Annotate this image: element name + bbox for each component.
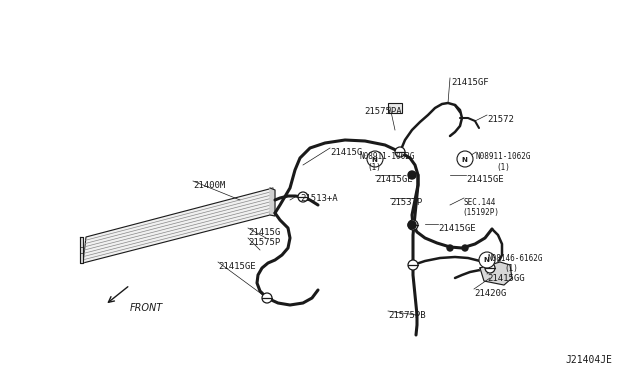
Text: 21415G: 21415G: [248, 228, 280, 237]
Circle shape: [479, 252, 495, 268]
Text: N08911-1062G: N08911-1062G: [476, 152, 531, 161]
Circle shape: [262, 293, 272, 303]
Polygon shape: [480, 262, 512, 285]
Text: 21420G: 21420G: [474, 289, 506, 298]
Text: (1): (1): [496, 163, 510, 172]
Polygon shape: [83, 188, 273, 263]
Text: SEC.144: SEC.144: [464, 198, 497, 207]
Circle shape: [367, 151, 383, 167]
Circle shape: [298, 192, 308, 202]
Text: N: N: [371, 157, 377, 163]
Text: 21415GE: 21415GE: [218, 262, 255, 271]
Text: 21415GF: 21415GF: [451, 78, 488, 87]
Text: 21400M: 21400M: [193, 181, 225, 190]
Polygon shape: [80, 237, 83, 263]
Text: N: N: [483, 257, 489, 263]
Text: FRONT: FRONT: [130, 303, 163, 313]
Text: 21575P: 21575P: [248, 238, 280, 247]
Text: 21575PA: 21575PA: [364, 107, 402, 116]
Polygon shape: [270, 188, 275, 216]
Text: (1): (1): [367, 163, 381, 172]
Text: 21415GE: 21415GE: [375, 175, 413, 184]
Circle shape: [485, 263, 495, 273]
Text: 21575PB: 21575PB: [388, 311, 426, 320]
Circle shape: [395, 147, 405, 157]
Text: (1): (1): [504, 264, 518, 273]
Text: 21415GE: 21415GE: [466, 175, 504, 184]
Circle shape: [457, 151, 473, 167]
Circle shape: [408, 171, 416, 179]
Text: (15192P): (15192P): [462, 208, 499, 217]
Text: N08146-6162G: N08146-6162G: [487, 254, 543, 263]
Text: N08911-1062G: N08911-1062G: [360, 152, 415, 161]
Text: N: N: [461, 157, 467, 163]
Text: 21572: 21572: [487, 115, 514, 124]
Bar: [388, 103, 402, 113]
Circle shape: [408, 221, 416, 229]
Text: 21415G: 21415G: [330, 148, 362, 157]
Text: 21513+A: 21513+A: [300, 194, 338, 203]
Circle shape: [408, 260, 418, 270]
Text: 21415GG: 21415GG: [487, 274, 525, 283]
Circle shape: [462, 245, 468, 251]
Circle shape: [447, 245, 453, 251]
Text: J21404JE: J21404JE: [565, 355, 612, 365]
Circle shape: [408, 220, 418, 230]
Text: 21537P: 21537P: [390, 198, 422, 207]
Text: 21415GE: 21415GE: [438, 224, 476, 233]
